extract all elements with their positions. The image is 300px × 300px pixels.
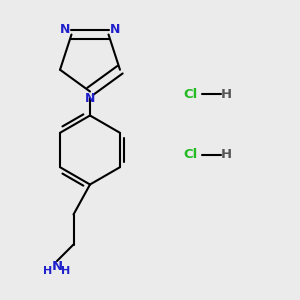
Text: N: N xyxy=(110,23,120,36)
Text: N: N xyxy=(60,23,70,36)
Text: N: N xyxy=(51,260,63,274)
Text: H: H xyxy=(61,266,70,276)
Text: H: H xyxy=(43,266,52,276)
Text: H: H xyxy=(221,88,232,101)
Text: Cl: Cl xyxy=(183,148,198,161)
Text: H: H xyxy=(221,148,232,161)
Text: N: N xyxy=(85,92,95,105)
Text: Cl: Cl xyxy=(183,88,198,101)
